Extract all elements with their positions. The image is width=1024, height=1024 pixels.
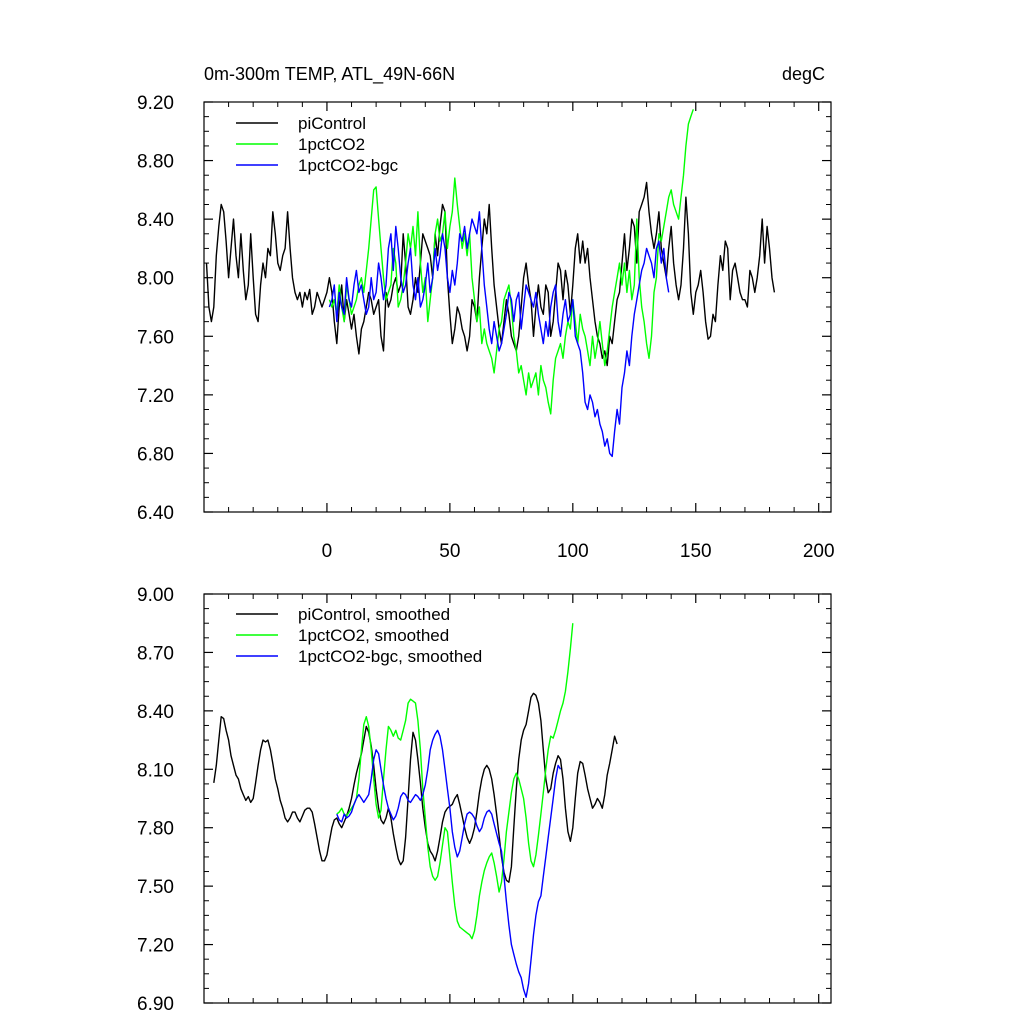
x-tick-label: 100 [557,541,589,562]
legend-label: piControl [298,114,366,133]
y-tick-label: 9.00 [137,585,174,606]
y-tick-label: 6.80 [137,444,174,465]
chart-title: 0m-300m TEMP, ATL_49N-66N [204,64,455,85]
x-tick-label: 150 [680,541,712,562]
series-line-1pctco2-smoothed [336,623,574,940]
y-tick-label: 7.80 [137,819,174,840]
legend-label: 1pctCO2 [298,135,365,154]
y-tick-label: 6.40 [137,503,174,524]
x-tick-label: 0 [322,541,333,562]
series-line-picontrol [205,181,776,367]
series-line-1pctco2-bgc [328,211,670,458]
legend-label: 1pctCO2-bgc [298,156,399,175]
y-tick-label: 7.20 [137,936,174,957]
x-tick-label: 200 [803,541,835,562]
legend-label: 1pctCO2, smoothed [298,626,449,645]
y-tick-label: 8.70 [137,643,174,664]
y-tick-label: 7.60 [137,327,174,348]
y-tick-label: 7.50 [137,877,174,898]
series-line-1pctco2 [328,109,694,415]
top-panel: 6.40 6.80 7.20 7.60 8.00 8.40 8.80 9.20 0 50 100 15… [137,64,835,562]
y-tick-label: 8.10 [137,760,174,781]
y-tick-label: 8.00 [137,269,174,290]
y-tick-label: 8.40 [137,210,174,231]
y-tick-label: 8.40 [137,702,174,723]
series-line-1pctco2-bgc-smoothed [336,729,562,998]
y-tick-label: 8.80 [137,152,174,173]
legend-label: piControl, smoothed [298,605,450,624]
y-tick-label: 7.20 [137,386,174,407]
y-tick-label: 6.90 [137,994,174,1015]
units-label: degC [782,64,825,84]
bottom-panel: 6.90 7.20 7.50 7.80 8.10 8.40 8.70 9.00 piContro… [137,585,832,1015]
series-line-picontrol-smoothed [213,692,618,883]
legend-label: 1pctCO2-bgc, smoothed [298,647,482,666]
x-tick-label: 50 [439,541,460,562]
y-tick-label: 9.20 [137,93,174,114]
